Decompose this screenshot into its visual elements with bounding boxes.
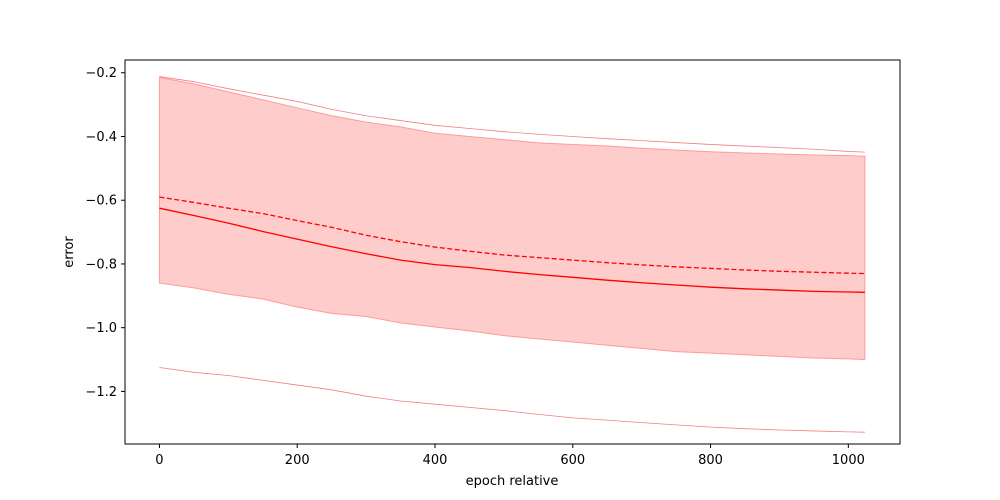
y-axis-label: error: [62, 236, 77, 268]
y-tick-label: −0.4: [85, 130, 117, 145]
y-axis: −1.2 −1.0 −0.8 −0.6 −0.4 −0.2: [85, 66, 125, 400]
series-layer: [159, 76, 865, 433]
x-tick-label: 200: [285, 453, 310, 468]
band-layer: [158, 76, 866, 361]
x-axis: 0 200 400 600 800 1000: [155, 444, 865, 468]
plot-frame: [124, 59, 901, 445]
y-tick-label: −0.2: [85, 66, 117, 81]
series-line-median: [159, 196, 865, 275]
series-line-max: [159, 76, 865, 153]
x-tick-label: 400: [423, 453, 448, 468]
x-tick-label: 1000: [832, 453, 865, 468]
x-tick-label: 600: [560, 453, 585, 468]
series-line-mean: [159, 207, 865, 293]
y-tick-label: −1.2: [85, 385, 117, 400]
y-tick-label: −0.8: [85, 257, 117, 272]
y-tick-label: −1.0: [85, 321, 117, 336]
series-line-min: [159, 367, 865, 433]
x-tick-label: 800: [698, 453, 723, 468]
band-std-fill: [158, 76, 866, 361]
y-tick-label: −0.6: [85, 194, 117, 209]
x-tick-label: 0: [155, 453, 163, 468]
x-axis-label: epoch relative: [466, 474, 559, 489]
